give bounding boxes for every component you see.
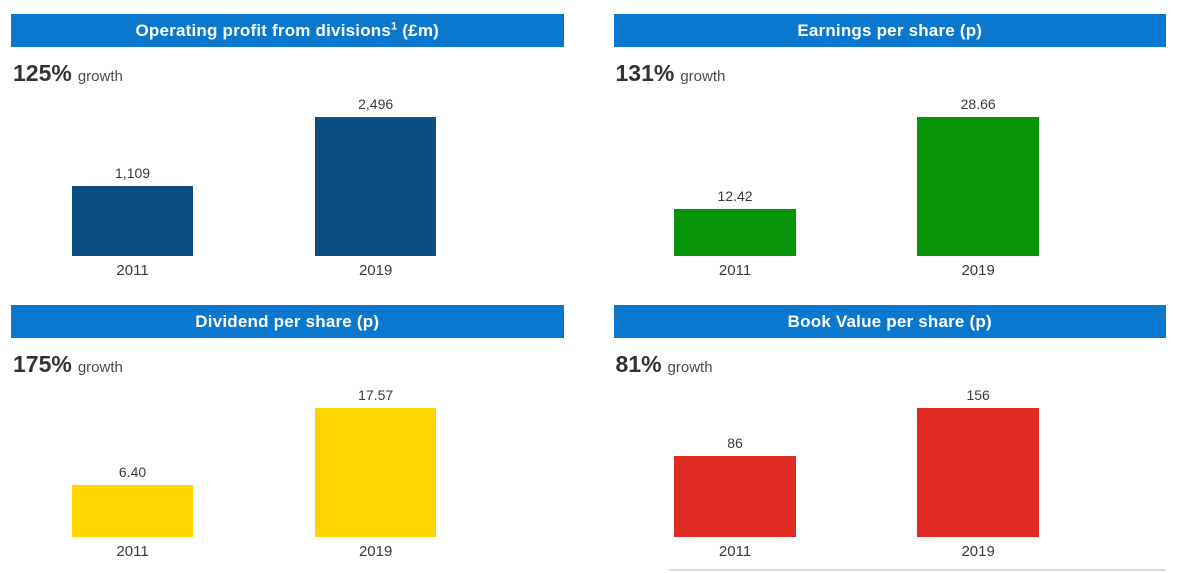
bar-2011 [71, 484, 194, 537]
bar-value-label: 17.57 [358, 386, 394, 403]
x-axis-label: 2011 [718, 542, 752, 560]
panel-title-bar: Book Value per share (p) [613, 304, 1166, 338]
panel-title-text: Earnings per share (p) [797, 21, 983, 40]
growth-callout: 175% growth [13, 351, 564, 379]
panel-title-bar: Dividend per share (p) [11, 304, 564, 338]
x-axis-labels: 2011 2019 [11, 256, 497, 279]
growth-label: growth [680, 68, 726, 85]
growth-callout: 131% growth [616, 60, 1167, 88]
x-axis-label: 2019 [358, 262, 393, 279]
bar-group-2019: 17.57 [254, 387, 497, 537]
bottom-axis-rule [668, 568, 1166, 571]
bar-value-label: 2,496 [358, 96, 394, 112]
panel-title-text: Operating profit from divisions [135, 21, 392, 40]
bar-2019 [917, 117, 1039, 256]
growth-callout: 81% growth [616, 351, 1167, 379]
growth-percentage: 81% [615, 350, 662, 377]
bar-2019 [917, 407, 1039, 537]
bar-plot: 86 156 [614, 387, 1100, 537]
bar-group-2011: 86 [614, 387, 857, 537]
bar-group-2011: 1,109 [11, 96, 254, 256]
growth-percentage: 125% [13, 60, 72, 86]
bar-group-2011: 12.42 [614, 96, 857, 256]
panel-title-bar: Operating profit from divisions1 (£m) [11, 14, 564, 47]
chart-panel-earnings-per-share: Earnings per share (p) 131% growth 12.42… [613, 14, 1167, 282]
panel-title-bar: Earnings per share (p) [613, 14, 1166, 47]
x-axis-labels: 2011 2019 [11, 537, 497, 560]
bar-2011 [71, 186, 194, 256]
x-axis-labels: 2011 2019 [614, 537, 1100, 560]
bar-group-2011: 6.40 [11, 387, 254, 537]
chart-panel-book-value-per-share: Book Value per share (p) 81% growth 86 1… [613, 304, 1167, 573]
growth-percentage: 131% [615, 60, 675, 86]
growth-label: growth [77, 68, 123, 85]
growth-label: growth [77, 358, 123, 376]
bar-2019 [314, 117, 437, 256]
x-axis-label: 2019 [358, 542, 393, 560]
bar-plot: 12.42 28.66 [614, 96, 1100, 256]
x-axis-label: 2011 [718, 262, 752, 279]
x-axis-labels: 2011 2019 [614, 256, 1100, 279]
bar-value-label: 28.66 [960, 96, 996, 112]
growth-callout: 125% growth [13, 60, 564, 88]
bar-plot: 6.40 17.57 [11, 387, 497, 537]
growth-percentage: 175% [13, 350, 72, 377]
bar-2011 [674, 209, 796, 256]
chart-panel-operating-profit: Operating profit from divisions1 (£m) 12… [11, 14, 564, 282]
panel-title-text: Dividend per share (p) [195, 311, 380, 331]
bar-value-label: 12.42 [717, 188, 753, 204]
bar-value-label: 1,109 [115, 165, 151, 181]
panel-title-unit: (£m) [397, 21, 439, 40]
x-axis-label: 2011 [116, 262, 149, 279]
bar-value-label: 86 [727, 434, 743, 451]
x-axis-label: 2019 [961, 542, 995, 560]
x-axis-label: 2011 [116, 542, 149, 560]
footnote-superscript: 1 [391, 20, 398, 33]
bar-group-2019: 156 [857, 387, 1100, 537]
bar-group-2019: 2,496 [254, 96, 497, 256]
bar-value-label: 6.40 [118, 463, 147, 480]
bar-value-label: 156 [966, 386, 990, 403]
growth-label: growth [667, 358, 713, 376]
bar-group-2019: 28.66 [857, 96, 1100, 256]
chart-panel-dividend-per-share: Dividend per share (p) 175% growth 6.40 … [11, 304, 564, 573]
bar-plot: 1,109 2,496 [11, 96, 497, 256]
panel-title-text: Book Value per share (p) [787, 311, 992, 331]
bar-2019 [314, 407, 437, 537]
bar-2011 [674, 455, 796, 537]
x-axis-label: 2019 [961, 262, 995, 279]
